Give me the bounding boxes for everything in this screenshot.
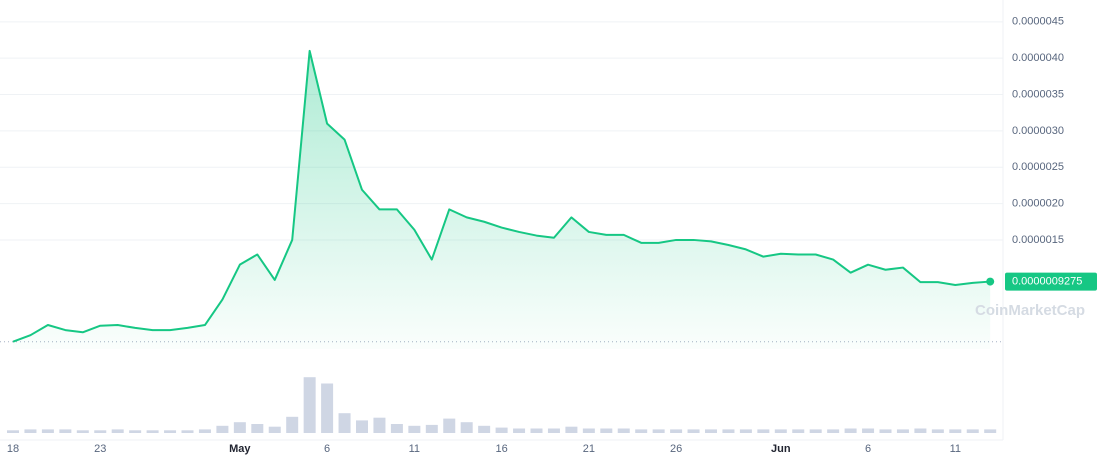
volume-bar bbox=[286, 416, 299, 433]
volume-bar bbox=[146, 430, 159, 433]
price-line bbox=[12, 49, 991, 343]
volume-bar bbox=[984, 429, 997, 433]
y-tick-label: 0.0000025 bbox=[1012, 161, 1064, 173]
volume-bar bbox=[495, 427, 508, 433]
volume-bar bbox=[443, 418, 456, 433]
watermark: CoinMarketCap bbox=[975, 302, 1085, 319]
x-tick-label: 26 bbox=[670, 443, 682, 455]
volume-bar bbox=[338, 413, 351, 433]
volume-bar bbox=[896, 429, 909, 433]
volume-bar bbox=[233, 422, 246, 433]
volume-bar bbox=[617, 428, 630, 433]
y-tick-label: 0.0000040 bbox=[1012, 52, 1064, 64]
volume-bar bbox=[879, 429, 892, 433]
volume-bar bbox=[530, 428, 543, 433]
volume-bar bbox=[460, 422, 473, 433]
price-tag bbox=[1005, 272, 1097, 291]
x-tick-label: 23 bbox=[94, 443, 106, 455]
volume-bar bbox=[373, 417, 386, 433]
volume-bar bbox=[547, 428, 560, 433]
volume-bar bbox=[251, 424, 264, 433]
volume-bar bbox=[181, 430, 194, 433]
volume-bar bbox=[24, 429, 37, 433]
volume-bar bbox=[966, 429, 979, 433]
volume-bar bbox=[356, 420, 368, 433]
y-tick-label: 0.0000030 bbox=[1012, 125, 1064, 137]
volume-bar bbox=[809, 429, 822, 433]
volume-bar bbox=[582, 428, 595, 433]
x-tick-label: 18 bbox=[7, 443, 19, 455]
volume-bar bbox=[757, 429, 770, 433]
volume-bar bbox=[844, 428, 857, 433]
y-tick-label: 0.0000015 bbox=[1012, 234, 1064, 246]
volume-bar bbox=[739, 429, 752, 433]
x-tick-label: 11 bbox=[409, 443, 420, 455]
volume-bar bbox=[268, 426, 281, 433]
x-tick-label: May bbox=[229, 443, 251, 455]
x-tick-label: 6 bbox=[865, 443, 871, 455]
volume-bar bbox=[687, 429, 700, 433]
volume-bar bbox=[670, 429, 683, 433]
volume-bar bbox=[59, 429, 72, 433]
price-area bbox=[13, 50, 991, 349]
price-tag-label: 0.0000009275 bbox=[1012, 275, 1082, 287]
volume-bar bbox=[774, 429, 787, 433]
volume-bar bbox=[7, 430, 19, 433]
volume-bar bbox=[705, 429, 717, 433]
y-tick-label: 0.0000020 bbox=[1012, 197, 1064, 209]
volume-bar bbox=[390, 424, 403, 433]
y-tick-label: 0.0000045 bbox=[1012, 16, 1064, 28]
volume-bar bbox=[652, 429, 665, 433]
volume-bar bbox=[792, 429, 805, 433]
volume-bar bbox=[303, 377, 316, 433]
volume-bar bbox=[425, 424, 438, 433]
x-tick-label: 11 bbox=[950, 443, 961, 455]
volume-bar bbox=[565, 426, 578, 433]
volume-bar bbox=[914, 428, 927, 433]
volume-bar bbox=[862, 428, 875, 433]
y-tick-label: 0.0000035 bbox=[1012, 88, 1064, 100]
volume-bar bbox=[408, 425, 421, 433]
x-tick-label: 21 bbox=[583, 443, 595, 455]
x-tick-label: 6 bbox=[324, 443, 330, 455]
volume-bar bbox=[478, 425, 491, 433]
volume-bar bbox=[41, 429, 54, 433]
volume-bar bbox=[129, 430, 142, 433]
volume-bar bbox=[164, 430, 177, 433]
x-tick-label: Jun bbox=[771, 443, 791, 455]
volume-bar bbox=[949, 429, 962, 433]
volume-bar bbox=[321, 383, 334, 433]
volume-bar bbox=[931, 429, 944, 433]
volume-bar bbox=[600, 428, 613, 433]
last-point bbox=[986, 277, 995, 286]
volume-bar bbox=[513, 428, 526, 433]
volume-bar bbox=[722, 429, 735, 433]
volume-bar bbox=[94, 430, 107, 433]
volume-bar bbox=[827, 429, 840, 433]
volume-bar bbox=[216, 425, 229, 433]
volume-bar bbox=[76, 430, 89, 433]
volume-bar bbox=[198, 429, 211, 433]
x-tick-label: 16 bbox=[495, 443, 507, 455]
volume-bar bbox=[635, 429, 648, 433]
volume-bar bbox=[111, 429, 124, 433]
